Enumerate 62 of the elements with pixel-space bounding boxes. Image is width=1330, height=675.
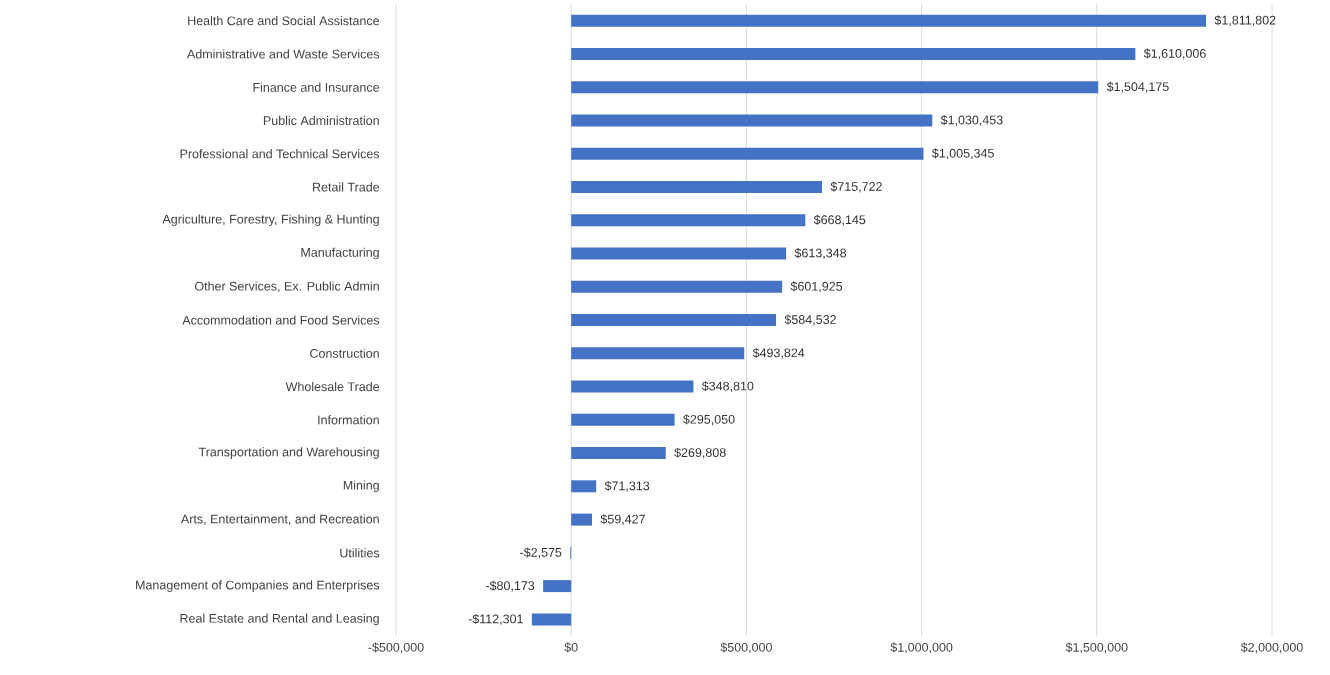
data-label: $493,824	[752, 347, 805, 359]
bar	[571, 114, 933, 127]
y-tick-label: Other Services, Ex. Public Admin	[194, 281, 379, 293]
y-tick-label: Retail Trade	[313, 182, 380, 192]
x-tick-label: -$500,000	[368, 642, 424, 654]
bar	[571, 413, 675, 426]
y-tick-label: Utilities	[340, 548, 380, 558]
data-label: $71,313	[604, 480, 650, 492]
data-label: $601,925	[790, 281, 843, 293]
bar	[571, 147, 924, 160]
data-label: $1,030,453	[940, 115, 1003, 126]
y-tick-label: Manufacturing	[301, 247, 379, 260]
data-label: $1,610,006	[1143, 48, 1206, 60]
y-tick-label: Mining	[343, 480, 379, 493]
y-tick-label: Public Administration	[263, 115, 379, 126]
y-tick-label: Construction	[310, 348, 379, 358]
y-tick-label: Finance and Insurance	[253, 82, 380, 92]
bar	[571, 180, 822, 193]
y-tick-label: Arts, Entertainment, and Recreation	[180, 514, 379, 525]
data-label: -$80,173	[485, 580, 535, 592]
data-label: $59,427	[600, 514, 645, 526]
data-label: $584,532	[784, 314, 836, 326]
bar	[571, 480, 597, 493]
y-tick-label: Administrative and Waste Services	[187, 49, 380, 59]
y-tick-label: Accommodation and Food Services	[182, 315, 380, 325]
bar	[571, 81, 1099, 94]
x-tick-label: $1,500,000	[1065, 642, 1128, 654]
bar	[571, 214, 806, 227]
data-label: $269,808	[674, 447, 726, 459]
y-tick-label: Real Estate and Rental and Leasing	[180, 613, 379, 626]
x-tick-label: $500,000	[720, 642, 772, 654]
bar	[571, 347, 745, 360]
data-label: $1,504,175	[1106, 81, 1169, 93]
data-label: $715,722	[830, 181, 882, 193]
bar	[571, 14, 1207, 27]
data-label: $613,348	[794, 248, 847, 259]
bar	[543, 580, 572, 593]
data-label: $1,811,802	[1214, 15, 1276, 27]
bar	[571, 314, 777, 327]
x-tick-label: $0	[564, 642, 578, 653]
bar	[531, 613, 572, 626]
data-label: -$112,301	[468, 613, 523, 625]
y-tick-label: Information	[318, 415, 379, 425]
bar	[571, 447, 666, 460]
y-tick-label: Professional and Technical Services	[180, 149, 380, 159]
data-label: $668,145	[813, 214, 866, 226]
y-tick-label: Health Care and Social Assistance	[188, 16, 380, 26]
x-tick-label: $1,000,000	[890, 642, 953, 654]
x-tick-label: $2,000,000	[1240, 642, 1303, 654]
bar	[571, 47, 1136, 60]
bar	[571, 280, 783, 293]
bar	[571, 247, 787, 260]
data-label: $348,810	[701, 381, 754, 392]
y-tick-label: Wholesale Trade	[285, 381, 380, 392]
data-label: $295,050	[683, 414, 735, 426]
bar	[571, 513, 593, 526]
y-tick-label: Management of Companies and Enterprises	[136, 580, 380, 592]
bar	[571, 380, 694, 393]
y-tick-label: Transportation and Warehousing	[198, 447, 379, 459]
y-tick-label: Agriculture, Forestry, Fishing & Hunting	[162, 214, 379, 227]
data-label: -$2,575	[520, 547, 562, 559]
data-label: $1,005,345	[931, 148, 994, 160]
